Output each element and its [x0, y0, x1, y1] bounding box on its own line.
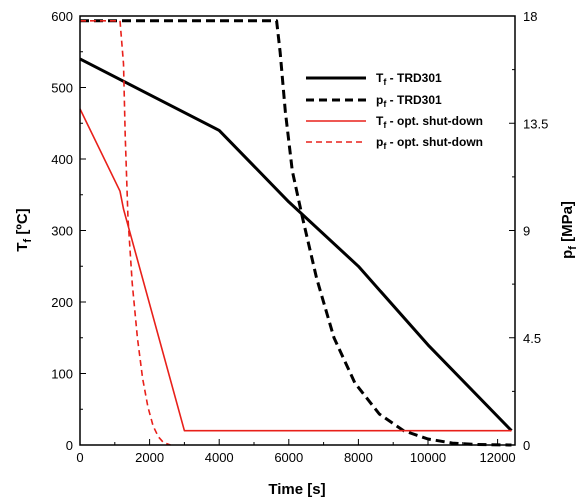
series-line-1	[80, 19, 512, 447]
x-ticks: 0 2000 4000 6000 8000 10000 12000	[76, 439, 516, 465]
plot-frame	[79, 15, 516, 446]
y-left-tick-label: 500	[51, 81, 73, 96]
legend-label-pf-trd301: pf - TRD301	[376, 93, 442, 109]
y-right-tick-label: 13.5	[523, 116, 548, 131]
y-right-tick-label: 9	[523, 224, 530, 239]
series-layer	[79, 19, 513, 447]
x-tick-label: 8000	[344, 450, 373, 465]
y-left-axis-title: Tf [ºC]	[14, 208, 34, 251]
y-right-tick-label: 4.5	[523, 331, 541, 346]
legend: Tf - TRD301 pf - TRD301 Tf - opt. shut-d…	[306, 71, 483, 151]
series-line-3	[80, 20, 171, 446]
series-line-0	[79, 57, 513, 432]
x-tick-label: 4000	[205, 450, 234, 465]
legend-label-tf-opt: Tf - opt. shut-down	[376, 114, 483, 130]
y-right-axis-title: pf [MPa]	[559, 201, 579, 259]
x-tick-label: 0	[76, 450, 83, 465]
y-left-tick-label: 300	[51, 224, 73, 239]
x-tick-label: 10000	[410, 450, 446, 465]
series-line-2	[79, 108, 512, 432]
y-left-ticks: 0 100 200 300 400 500 600	[51, 9, 86, 453]
x-tick-label: 6000	[274, 450, 303, 465]
x-axis-title: Time [s]	[268, 481, 325, 498]
y-left-tick-label: 100	[51, 367, 73, 382]
y-right-tick-label: 0	[523, 438, 530, 453]
legend-label-pf-opt: pf - opt. shut-down	[376, 135, 483, 151]
x-tick-label: 2000	[135, 450, 164, 465]
y-left-tick-label: 400	[51, 152, 73, 167]
y-right-tick-label: 18	[523, 9, 537, 24]
legend-label-tf-trd301: Tf - TRD301	[376, 71, 442, 87]
y-right-ticks: 0 4.5 9 13.5 18	[509, 9, 548, 453]
x-tick-label: 12000	[480, 450, 516, 465]
y-left-tick-label: 0	[66, 438, 73, 453]
y-left-tick-label: 200	[51, 295, 73, 310]
y-left-tick-label: 600	[51, 9, 73, 24]
